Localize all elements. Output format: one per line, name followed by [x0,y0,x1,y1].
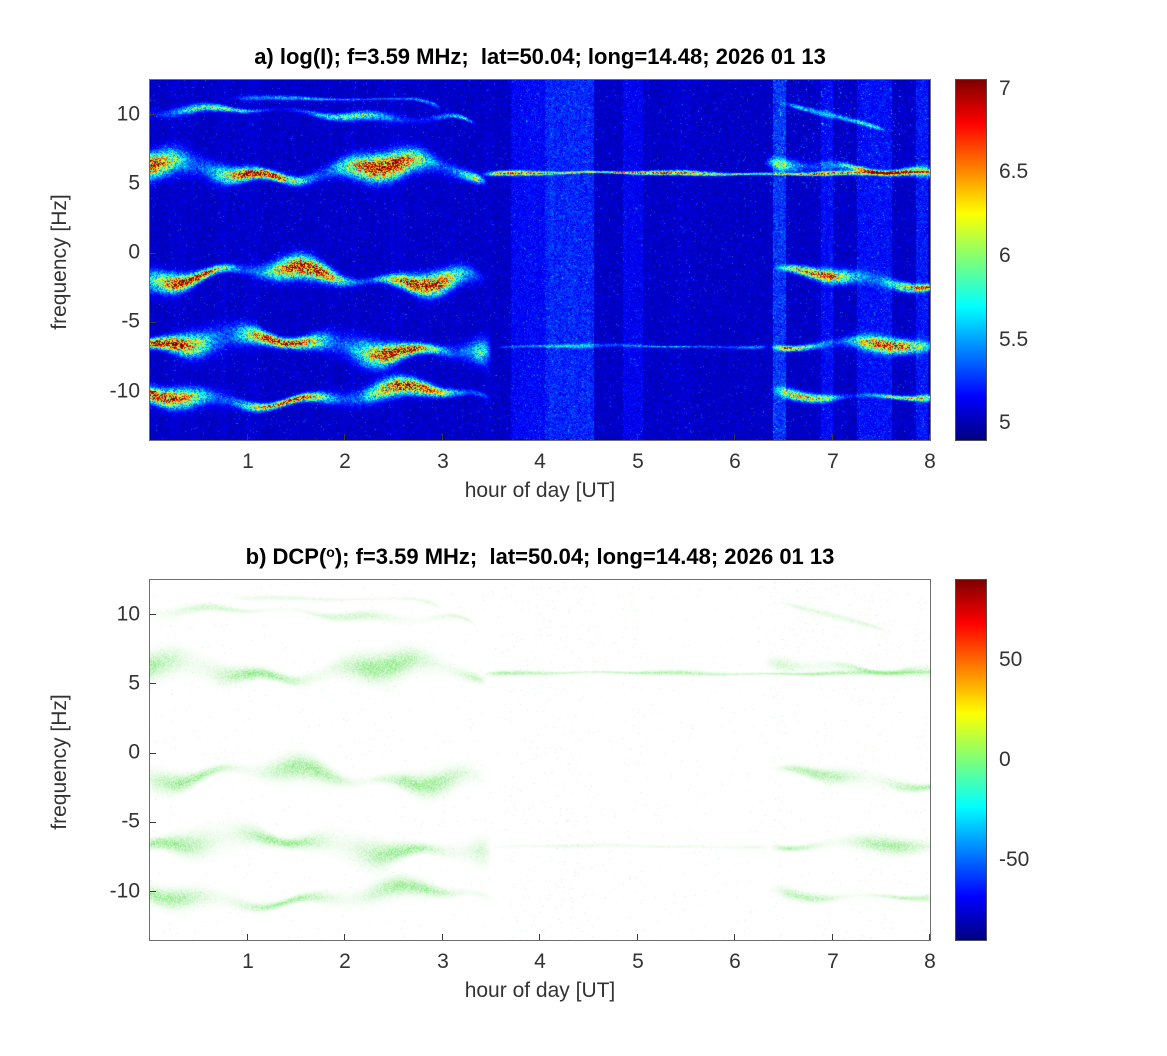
x-tick-label: 1 [242,450,254,473]
x-tick-label: 3 [437,450,449,473]
x-tick-label: 2 [339,450,351,473]
y-tick-mark [150,391,156,393]
colorbar-tick-label: 5.5 [999,328,1029,351]
x-tick-label: 1 [242,950,254,973]
y-tick-label: -5 [121,809,140,833]
spectrogram-b-canvas [150,580,930,940]
x-tick-mark [246,934,248,940]
panel-a-x-axis-label: hour of day [UT] [464,479,616,502]
x-tick-label: 5 [632,950,644,973]
panel-b-x-axis-label: hour of day [UT] [464,979,616,1002]
x-tick-label: 2 [339,950,351,973]
y-tick-label: 0 [128,740,140,764]
x-tick-label: 4 [534,450,546,473]
y-tick-mark [150,183,156,185]
y-tick-label: 0 [128,240,140,264]
x-tick-label: 8 [924,450,936,473]
colorbar-tick-label: 5 [999,411,1011,434]
panel-b-title: b) DCP(o); f=3.59 MHz; lat=50.04; long=1… [150,544,930,570]
x-tick-label: 7 [827,450,839,473]
panel-a-plot-area [149,79,931,441]
y-tick-label: 5 [128,671,140,695]
panel-b-plot-area [149,579,931,941]
colorbar-tick-label: -50 [999,848,1030,871]
x-tick-mark [929,934,930,940]
y-tick-label: 10 [116,602,140,626]
x-tick-mark [636,934,638,940]
panel-b-title-prefix: b) DCP( [245,544,327,569]
x-tick-mark [246,434,248,440]
y-tick-label: 5 [128,171,140,195]
x-tick-mark [831,934,833,940]
spectrogram-a-canvas [150,80,930,440]
y-tick-mark [150,752,156,754]
panel-b-y-axis-label: frequency [Hz] [48,694,71,830]
x-tick-label: 6 [729,950,741,973]
panel-b-title-superscript: o [326,544,335,560]
y-tick-mark [150,683,156,685]
x-tick-label: 3 [437,950,449,973]
colorbar-tick-label: 50 [999,648,1023,671]
x-tick-mark [734,934,735,940]
x-tick-mark [734,434,735,440]
x-tick-mark [539,934,540,940]
x-tick-label: 5 [632,450,644,473]
panel-a-y-axis-label: frequency [Hz] [48,194,71,330]
y-tick-mark [150,321,156,323]
x-tick-mark [539,434,540,440]
x-tick-mark [831,434,833,440]
y-tick-label: 10 [116,102,140,126]
x-tick-mark [929,434,930,440]
y-tick-mark [150,114,156,116]
colorbar-tick-label: 6.5 [999,160,1029,183]
colorbar-a [955,79,987,441]
x-tick-mark [441,434,443,440]
y-tick-label: -10 [109,379,140,403]
x-tick-mark [344,934,345,940]
x-tick-label: 6 [729,450,741,473]
x-tick-label: 4 [534,950,546,973]
x-tick-label: 7 [827,950,839,973]
colorbar-tick-label: 0 [999,748,1011,771]
x-tick-mark [344,434,345,440]
x-tick-mark [441,934,443,940]
x-tick-label: 8 [924,950,936,973]
x-tick-mark [636,434,638,440]
panel-a-title: a) log(I); f=3.59 MHz; lat=50.04; long=1… [254,44,826,69]
y-tick-label: -5 [121,309,140,333]
y-tick-mark [150,614,156,616]
y-tick-mark [150,821,156,823]
panel-b-title-suffix: ); f=3.59 MHz; lat=50.04; long=14.48; 20… [334,544,835,569]
y-tick-mark [150,891,156,893]
y-tick-mark [150,252,156,254]
colorbar-tick-label: 6 [999,244,1011,267]
y-tick-label: -10 [109,879,140,903]
colorbar-tick-label: 7 [999,77,1011,100]
colorbar-b [955,579,987,941]
